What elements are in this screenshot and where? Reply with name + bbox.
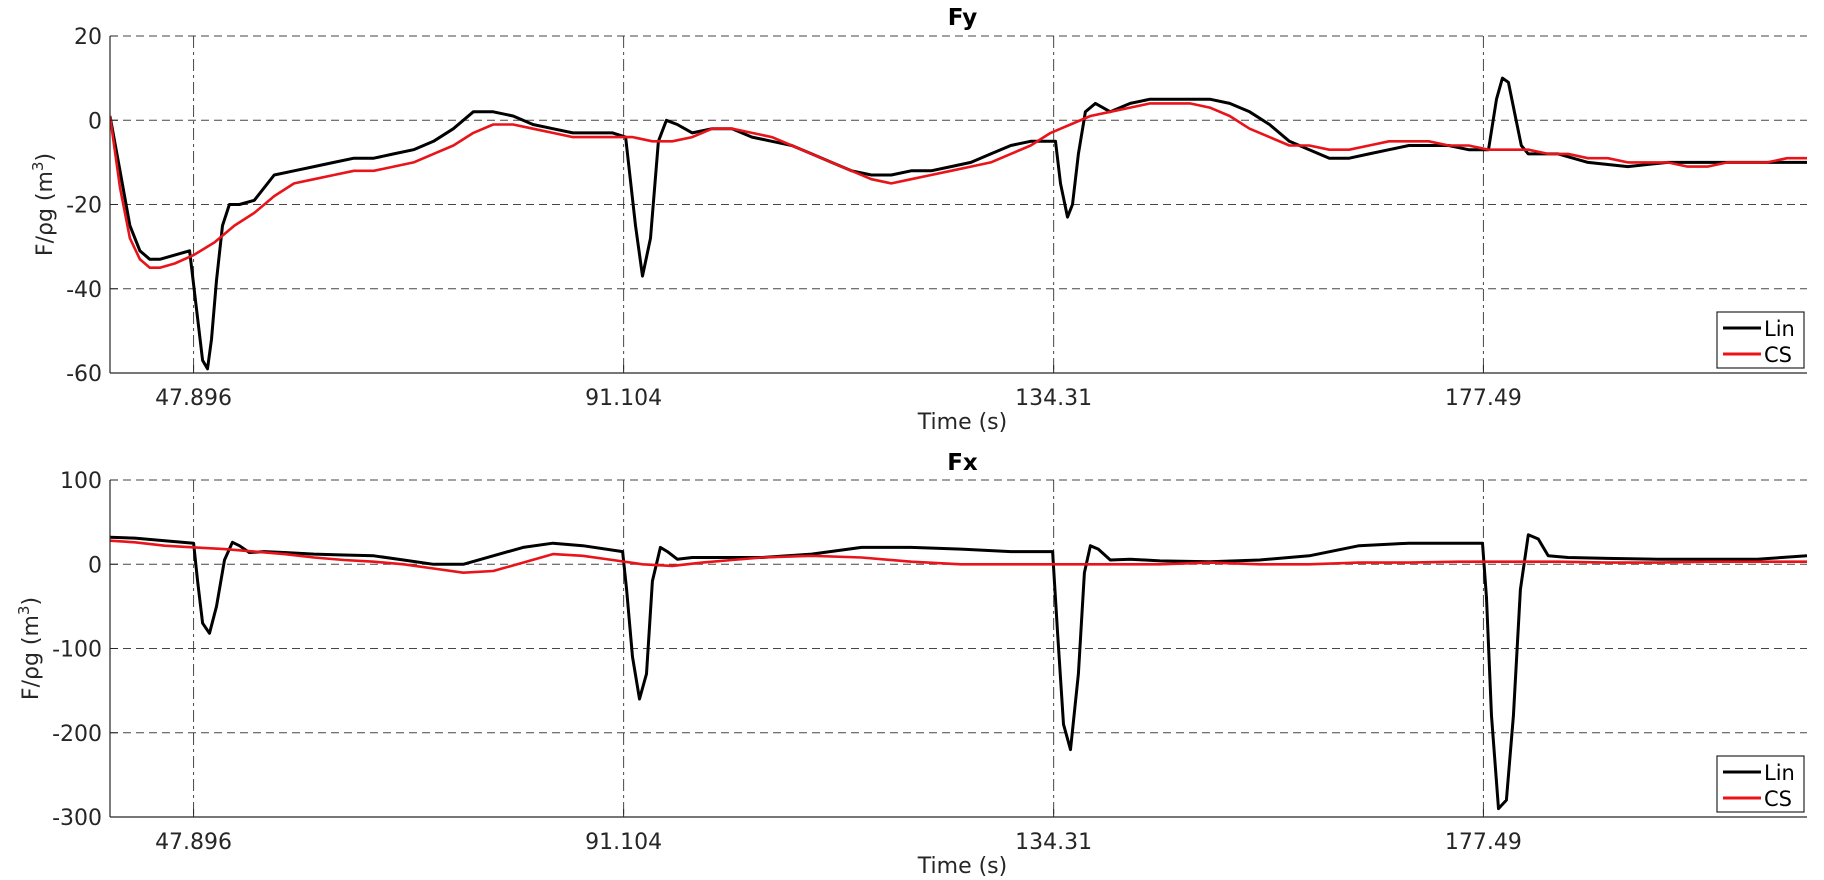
chart-title: Fy: [948, 5, 977, 31]
y-tick-label: -100: [52, 638, 102, 663]
x-tick-label: 91.104: [585, 386, 662, 411]
chart-fx: 100 0 -100 -200 -300 47.896 91.104 134.31 177.49…: [15, 450, 1807, 879]
y-tick-label: -20: [66, 194, 102, 219]
y-tick-label: 0: [88, 553, 102, 578]
x-tick-label: 134.31: [1015, 386, 1092, 411]
x-tick-label: 47.896: [155, 386, 232, 411]
legend-label-lin: Lin: [1764, 761, 1795, 785]
x-axis-label: Time (s): [917, 854, 1007, 879]
y-tick-label: -60: [66, 362, 102, 387]
legend-label-cs: CS: [1764, 343, 1792, 367]
chart-fy: 20 0 -20 -40 -60 47.896 91.104 134.31 177.49 Fy Ti…: [29, 5, 1807, 435]
y-tick-label: -40: [66, 278, 102, 303]
legend-box: [1716, 755, 1805, 813]
x-tick-label: 134.31: [1015, 830, 1092, 855]
y-tick-label: -300: [52, 806, 102, 831]
x-tick-label: 177.49: [1445, 830, 1522, 855]
x-tick-label: 177.49: [1445, 386, 1522, 411]
series-line-cs: [110, 102, 1807, 270]
y-axis-label: F/ρg (m3): [29, 153, 58, 256]
x-tick-label: 91.104: [585, 830, 662, 855]
series-group: [110, 76, 1807, 371]
legend-label-lin: Lin: [1764, 317, 1795, 341]
y-tick-label: -200: [52, 722, 102, 747]
y-tick-label: 20: [74, 25, 102, 50]
chart-title: Fx: [947, 450, 978, 476]
y-tick-label: 100: [60, 469, 102, 494]
x-tick-label: 47.896: [155, 830, 232, 855]
x-axis-label: Time (s): [917, 410, 1007, 435]
y-axis-label: F/ρg (m3): [15, 597, 44, 700]
series-line-cs: [110, 539, 1807, 575]
y-tick-label: 0: [88, 109, 102, 134]
legend-box: [1716, 311, 1805, 369]
legend-label-cs: CS: [1764, 787, 1792, 811]
series-group: [110, 533, 1807, 811]
